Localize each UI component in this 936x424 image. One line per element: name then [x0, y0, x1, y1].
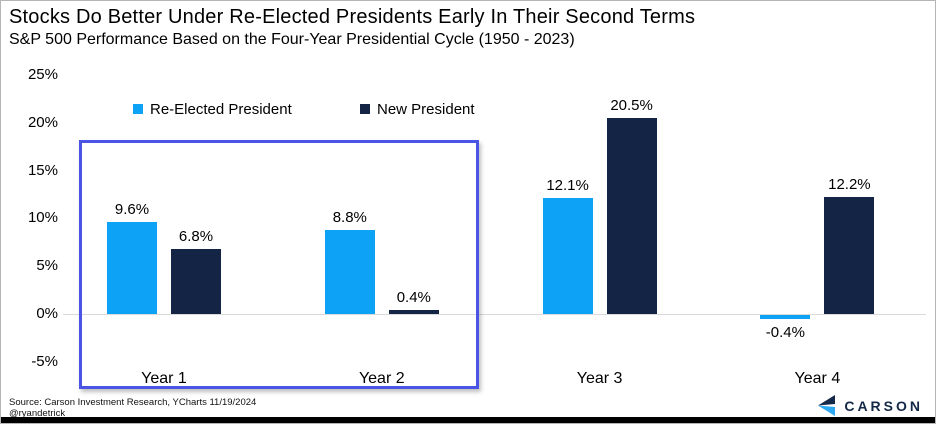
carson-logo-icon: [818, 395, 836, 416]
y-tick-label: 25%: [27, 66, 58, 83]
x-category-label-year-4: Year 4: [794, 370, 841, 387]
value-label-re-elected-president-year-1: 9.6%: [114, 201, 150, 219]
page-title: Stocks Do Better Under Re-Elected Presid…: [9, 6, 696, 28]
y-tick-label: 0%: [36, 305, 58, 322]
legend-swatch-new-president-icon: [360, 104, 370, 114]
value-label-new-president-year-3: 20.5%: [610, 97, 653, 115]
value-label-new-president-year-4: 12.2%: [828, 176, 871, 194]
x-category-label-year-2: Year 2: [358, 370, 405, 387]
bar-new-president-year-1: [171, 248, 221, 314]
bar-new-president-year-2: [388, 310, 439, 314]
y-tick-label: 5%: [36, 257, 58, 275]
value-label-re-elected-president-year-3: 12.1%: [546, 177, 589, 195]
footer-rule: [1, 417, 935, 423]
carson-logo: CARSON: [817, 395, 923, 416]
zero-axis-line: [63, 314, 926, 315]
page-subtitle: S&P 500 Performance Based on the Four-Ye…: [9, 31, 575, 48]
carson-logo-text: CARSON: [844, 397, 923, 414]
value-label-re-elected-president-year-2: 8.8%: [332, 208, 367, 226]
value-label-re-elected-president-year-4: -0.4%: [765, 324, 805, 341]
y-tick-label: 15%: [27, 161, 58, 179]
legend-item-reelected: Re-Elected President: [133, 100, 292, 118]
source-line-2: @ryandetrick: [9, 407, 66, 419]
value-label-new-president-year-1: 6.8%: [178, 227, 214, 245]
legend-label-reelected: Re-Elected President: [150, 100, 292, 118]
legend-item-new-president: New President: [360, 100, 475, 118]
legend-swatch-reelected-icon: [133, 104, 143, 114]
bar-new-president-year-4: [824, 197, 875, 314]
bar-re-elected-president-year-1: [107, 222, 157, 314]
y-tick-label: 10%: [27, 209, 58, 227]
bar-re-elected-president-year-4: [760, 315, 811, 319]
value-label-new-president-year-2: 0.4%: [396, 289, 431, 307]
bar-new-president-year-3: [606, 118, 657, 314]
source-line-1: Source: Carson Investment Research, YCha…: [9, 397, 257, 408]
x-category-label-year-3: Year 3: [576, 370, 623, 387]
source-note: Source: Carson Investment Research, YCha…: [9, 397, 257, 419]
legend-label-new-president: New President: [377, 100, 475, 118]
y-tick-label: 20%: [27, 113, 58, 131]
x-category-label-year-1: Year 1: [141, 370, 187, 387]
y-tick-label: -5%: [31, 352, 58, 370]
bar-re-elected-president-year-3: [542, 198, 593, 314]
bar-re-elected-president-year-2: [324, 229, 375, 314]
